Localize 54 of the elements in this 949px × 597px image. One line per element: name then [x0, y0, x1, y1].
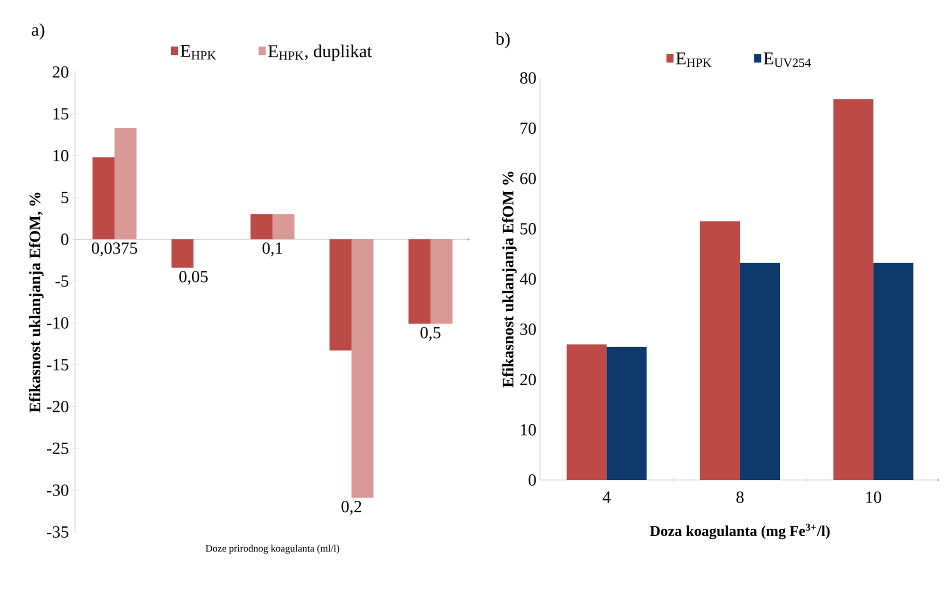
y-tick-label: 10	[521, 424, 536, 436]
bar	[272, 214, 294, 240]
y-tick-label: -35	[47, 526, 68, 538]
y-axis-title: Efikasnost uklanjanja EfOM, %	[28, 192, 44, 412]
bar	[833, 99, 874, 480]
bar	[352, 239, 374, 498]
y-tick-label: 30	[520, 324, 536, 335]
y-tick-label: 0	[528, 474, 536, 486]
bar	[430, 239, 452, 324]
y-tick-label: 70	[520, 122, 536, 134]
x-axis-title: Doze prirodnog koagulanta (ml/l)	[206, 544, 340, 554]
y-tick-label: 0	[61, 234, 68, 245]
y-axis-title: Efikasnost uklanjanja EfOM %	[502, 172, 517, 388]
y-tick-label: 10	[54, 150, 68, 162]
y-tick-label: 60	[520, 172, 536, 184]
y-tick-label: -20	[47, 400, 68, 412]
bar	[250, 214, 272, 240]
legend-label: E$_{HPK}$	[180, 45, 216, 60]
bar	[172, 239, 194, 268]
chart-title: b)	[496, 32, 510, 48]
x-tick-label: 8	[736, 492, 744, 503]
bar	[606, 346, 647, 480]
bar	[566, 344, 607, 480]
bar	[330, 239, 352, 351]
x-axis-title: Doza koagulanta (mg Fe$^{3+}$/l)	[650, 524, 830, 540]
y-tick-label: -5	[55, 275, 68, 287]
bar	[92, 157, 114, 240]
y-tick-label: 40	[520, 273, 536, 285]
x-tick-label: 4	[602, 492, 611, 503]
y-tick-label: -15	[47, 359, 68, 370]
y-tick-label: 80	[520, 72, 536, 84]
y-tick-label: -30	[47, 484, 68, 496]
y-tick-label: -10	[47, 317, 68, 329]
chart-title: a)	[32, 23, 44, 40]
legend-label: E$_{HPK}$, duplikat	[268, 44, 372, 61]
bar	[114, 128, 136, 240]
y-tick-label: -25	[47, 442, 68, 454]
legend-label: E$_{HPK}$	[676, 52, 712, 67]
bar	[700, 221, 740, 480]
y-tick-label: 5	[61, 192, 68, 204]
x-tick-label: 0,5	[420, 326, 440, 341]
bar	[873, 262, 914, 480]
x-tick-label: 0,0375	[92, 242, 138, 256]
y-tick-label: 20	[520, 374, 536, 386]
y-tick-label: 20	[52, 66, 68, 78]
x-tick-label: 10	[866, 492, 882, 503]
x-tick-label: 0,1	[262, 242, 282, 256]
x-tick-label: 0,2	[342, 500, 362, 515]
x-tick-label: 0,05	[179, 270, 208, 285]
legend-label: E$_{UV254}$	[764, 52, 811, 68]
bar	[740, 262, 780, 480]
y-tick-label: 15	[54, 108, 68, 120]
y-tick-label: 50	[520, 223, 536, 234]
bar	[408, 239, 430, 324]
